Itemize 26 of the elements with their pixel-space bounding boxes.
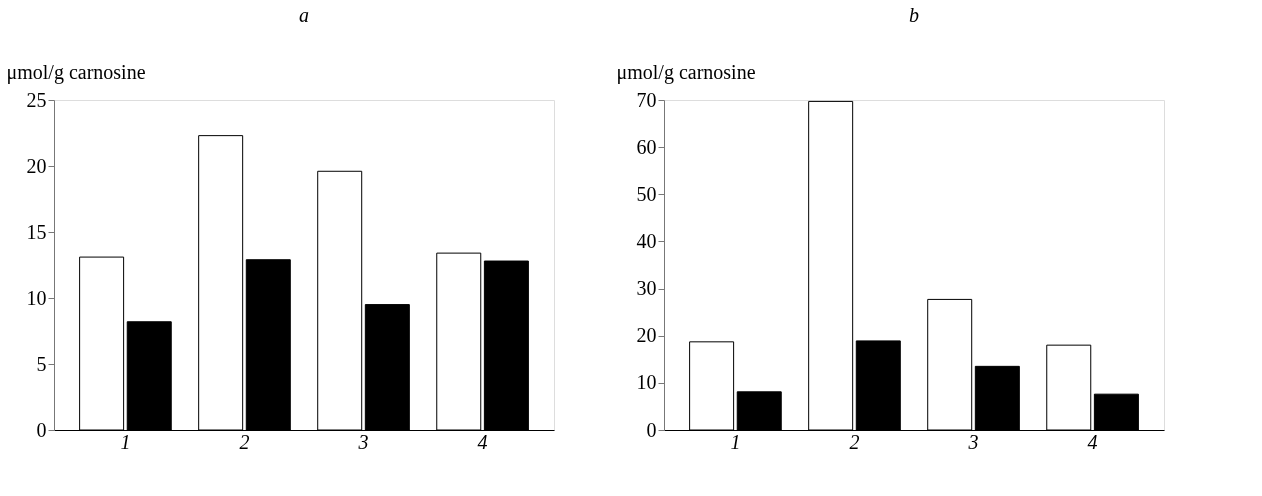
x-tick-label: 2 bbox=[849, 430, 860, 453]
y-axis-title: μmol/g carnosine bbox=[6, 60, 146, 84]
chart-title: b bbox=[909, 4, 919, 26]
y-tick-label: 40 bbox=[636, 229, 657, 252]
y-axis-title: μmol/g carnosine bbox=[616, 60, 756, 84]
y-tick-label: 10 bbox=[26, 286, 47, 309]
x-tick-label: 1 bbox=[120, 430, 131, 453]
x-tick-label: 1 bbox=[730, 430, 741, 453]
y-tick-label: 5 bbox=[36, 352, 47, 375]
x-tick-label: 3 bbox=[967, 430, 979, 453]
y-tick-label: 15 bbox=[26, 220, 47, 243]
y-tick-label: 20 bbox=[26, 154, 47, 177]
y-tick-label: 20 bbox=[636, 324, 657, 347]
y-tick-label: 50 bbox=[636, 182, 657, 205]
y-tick-label: 0 bbox=[36, 418, 47, 441]
y-tick-label: 25 bbox=[26, 88, 47, 111]
x-tick-label: 4 bbox=[1087, 430, 1098, 453]
y-tick-label: 70 bbox=[636, 88, 657, 111]
y-tick-label: 30 bbox=[636, 277, 657, 300]
chart-title: a bbox=[299, 4, 309, 26]
y-tick-label: 60 bbox=[636, 135, 657, 158]
x-tick-label: 2 bbox=[239, 430, 250, 453]
y-tick-label: 10 bbox=[636, 371, 657, 394]
x-tick-label: 3 bbox=[357, 430, 369, 453]
y-tick-label: 0 bbox=[646, 418, 657, 441]
x-tick-label: 4 bbox=[477, 430, 488, 453]
